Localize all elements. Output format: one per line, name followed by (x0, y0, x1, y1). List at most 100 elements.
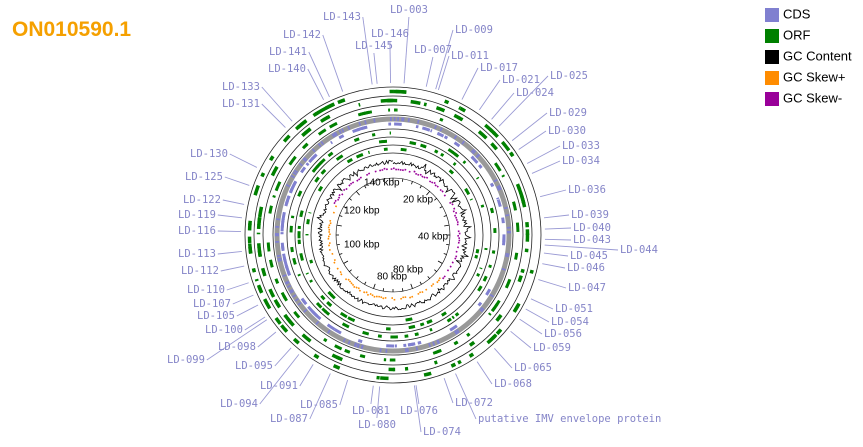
leader-line (525, 308, 550, 323)
leader-line (526, 145, 561, 164)
feature-label: LD-122 (183, 194, 221, 206)
leader-line (544, 244, 619, 251)
gc-skew (453, 207, 456, 210)
feature (353, 137, 360, 142)
feature (455, 340, 459, 345)
scale-tick (439, 206, 443, 209)
feature (517, 186, 522, 191)
leader-line (376, 386, 381, 419)
feature (286, 317, 295, 327)
feature (410, 99, 421, 106)
feature (486, 334, 497, 345)
feature (449, 324, 458, 332)
gc-skew (436, 280, 439, 284)
leader-line (531, 160, 561, 174)
feature (269, 259, 274, 268)
leader-line (478, 79, 501, 111)
feature (459, 106, 467, 113)
feature (529, 269, 534, 274)
leader-line (259, 354, 300, 405)
feature (268, 155, 275, 162)
feature-label: LD-074 (423, 426, 461, 438)
ring (294, 136, 492, 334)
feature (464, 187, 469, 192)
feature (512, 203, 518, 211)
feature-label: putative IMV envelope protein (478, 413, 661, 425)
leader-line (443, 377, 454, 404)
feature-label: LD-068 (494, 378, 532, 390)
cds (439, 127, 443, 132)
feature (400, 147, 407, 152)
cds (290, 174, 295, 179)
leader-line (510, 330, 532, 349)
gc-skew (451, 261, 454, 264)
scale-tick (434, 269, 437, 272)
feature (451, 315, 455, 320)
feature (500, 140, 511, 152)
cds (356, 343, 360, 348)
leader-line (511, 112, 548, 141)
feature (501, 217, 505, 224)
feature-label: LD-105 (197, 310, 235, 322)
leader-line (425, 56, 434, 87)
feature (419, 322, 425, 327)
gc-skew (434, 184, 437, 187)
scale-tick (446, 243, 450, 246)
feature (477, 130, 488, 140)
leader-line (370, 385, 374, 405)
cds (292, 171, 297, 176)
feature (488, 264, 492, 269)
gc-skew (441, 190, 444, 193)
ring (244, 86, 542, 384)
leader-line (539, 189, 567, 198)
gc-skew (345, 187, 348, 191)
feature (460, 117, 464, 122)
feature-label: LD-021 (502, 74, 540, 86)
scale-tick (356, 276, 359, 279)
feature (437, 132, 441, 136)
feature (257, 246, 263, 258)
scale-label: 40 kbp (418, 232, 448, 243)
feature-label: LD-131 (222, 98, 260, 110)
feature (301, 333, 312, 343)
legend-swatch (765, 92, 779, 106)
feature (347, 316, 354, 322)
cds (501, 267, 506, 271)
feature-label: LD-003 (390, 4, 428, 16)
feature (274, 181, 282, 192)
leader-line (217, 250, 242, 255)
leader-line (518, 130, 547, 150)
feature (352, 127, 361, 134)
gc-content (316, 159, 473, 311)
feature-label: LD-040 (573, 222, 611, 234)
gc-skew (446, 269, 450, 272)
gc-skew (349, 182, 353, 185)
feature-label: LD-080 (358, 419, 396, 431)
leader-line (455, 373, 477, 420)
ring (310, 152, 476, 318)
gc-skew (449, 265, 452, 268)
cds (436, 339, 440, 345)
feature (440, 152, 445, 157)
cds (293, 169, 299, 174)
feature-label: LD-011 (451, 50, 489, 62)
feature-label: LD-119 (178, 209, 216, 221)
leader-line (244, 316, 266, 331)
leader-line (494, 347, 513, 369)
feature (338, 134, 345, 140)
gc-skew (417, 292, 420, 295)
leader-line (543, 214, 570, 219)
gc-skew (421, 175, 424, 178)
gc-skew (369, 293, 372, 296)
scale-tick (426, 191, 430, 196)
scale-tick (382, 288, 385, 292)
scale-tick (343, 206, 347, 209)
feature (299, 253, 304, 261)
feature (454, 312, 460, 317)
feature (488, 128, 496, 136)
feature (313, 312, 322, 321)
feature-label: LD-059 (533, 342, 571, 354)
gc-skew (357, 287, 360, 290)
cds (472, 150, 477, 155)
feature (282, 257, 287, 262)
